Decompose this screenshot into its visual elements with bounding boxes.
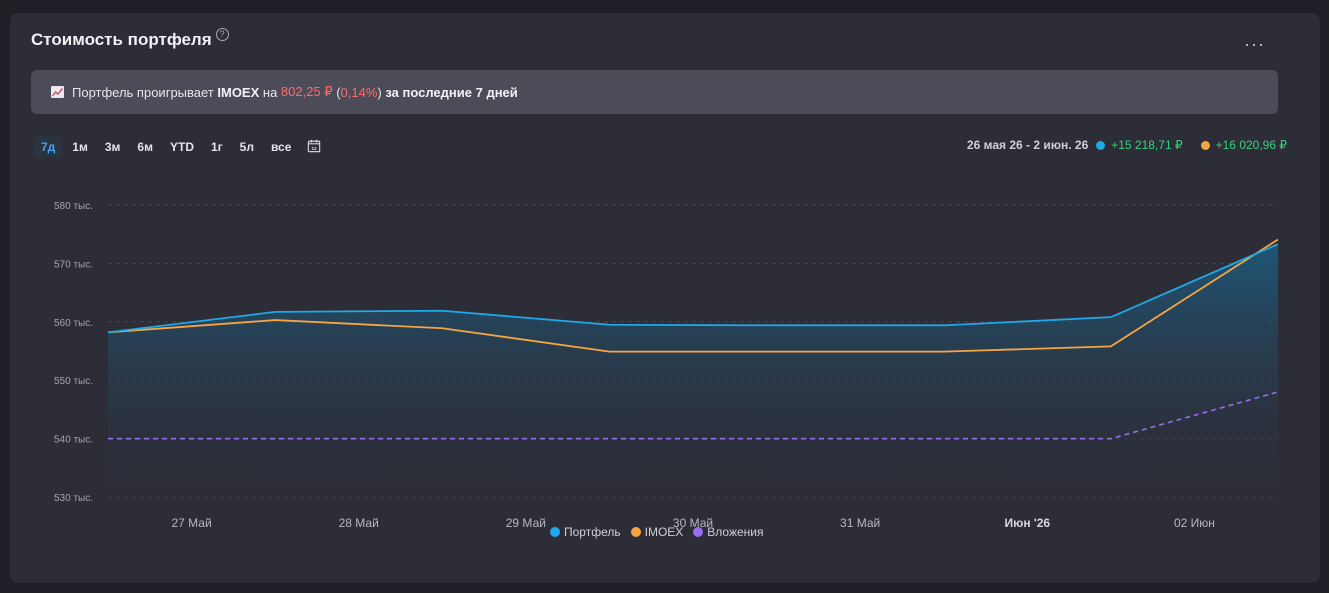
help-icon[interactable]: ? [215,27,229,41]
range-selector: 7д 1м 3м 6м YTD 1г 5л все 12 [34,136,321,158]
comparison-banner: Портфель проигрывает IMOEX на 802,25 ₽ (… [31,70,1278,114]
chart-legend: Портфель IMOEX Вложения [550,525,764,539]
banner-percent: 0,14% [340,84,378,100]
title-text: Стоимость портфеля [31,30,212,49]
x-tick-label: 28 Май [339,516,379,530]
y-tick-label: 560 тыс. [54,318,93,329]
investments-series-line [108,391,1279,440]
investments-legend-dot-icon [693,527,704,537]
banner-close-paren: ) [377,84,382,100]
period-summary: 26 мая 26 - 2 июн. 26 +15 218,71 ₽ +16 0… [967,138,1287,152]
x-tick-label: 27 Май [171,516,211,530]
x-tick-label: 31 Май [840,516,880,530]
range-1y-button[interactable]: 1г [210,140,223,154]
y-tick-label: 550 тыс. [54,376,93,387]
y-tick-label: 570 тыс. [54,259,93,270]
page-title: Стоимость портфеля ? [31,27,229,50]
portfolio-dot-icon [1096,140,1106,150]
y-tick-label: 530 тыс. [54,493,93,504]
banner-text-mid: на [259,84,281,100]
legend-item-portfolio[interactable]: Портфель [550,525,621,539]
legend-item-imoex[interactable]: IMOEX [630,525,684,539]
legend-item-investments[interactable]: Вложения [693,525,764,539]
imoex-series-line [107,238,1279,353]
portfolio-legend-dot-icon [550,527,560,537]
portfolio-area [108,244,1278,500]
legend-label-portfolio: Портфель [564,525,621,539]
portfolio-change: +15 218,71 ₽ [1111,138,1183,152]
range-1m-button[interactable]: 1м [72,140,88,154]
range-3m-button[interactable]: 3м [104,140,121,154]
banner-amount: 802,25 ₽ [280,84,333,99]
more-options-icon[interactable]: ··· [1244,34,1265,54]
portfolio-series-line [107,243,1279,334]
chart-increasing-icon [51,86,64,98]
banner-open-paren: ( [332,84,341,100]
y-tick-label: 540 тыс. [54,435,93,446]
range-7d-button[interactable]: 7д [34,136,63,158]
range-5y-button[interactable]: 5л [239,140,254,154]
range-6m-button[interactable]: 6м [137,140,153,154]
imoex-change: +16 020,96 ₽ [1215,138,1287,152]
legend-label-imoex: IMOEX [644,525,684,539]
calendar-icon[interactable]: 12 [307,139,321,153]
range-ytd-button[interactable]: YTD [169,140,194,154]
range-all-button[interactable]: все [270,140,292,154]
x-tick-label: 30 Май [673,516,713,530]
imoex-dot-icon [1200,140,1210,150]
x-tick-label: 02 Июн [1174,516,1215,530]
period-label: 26 мая 26 - 2 июн. 26 [966,138,1089,152]
banner-text-suffix: за последние 7 дней [381,84,518,100]
banner-text-prefix: Портфель проигрывает [72,84,218,100]
svg-text:12: 12 [312,146,318,152]
y-tick-label: 580 тыс. [54,201,93,212]
imoex-legend-dot-icon [630,527,641,537]
x-tick-label: 29 Май [506,516,546,530]
legend-label-investments: Вложения [707,525,764,539]
x-tick-label: Июн '26 [1004,516,1050,530]
banner-index: IMOEX [217,84,260,100]
